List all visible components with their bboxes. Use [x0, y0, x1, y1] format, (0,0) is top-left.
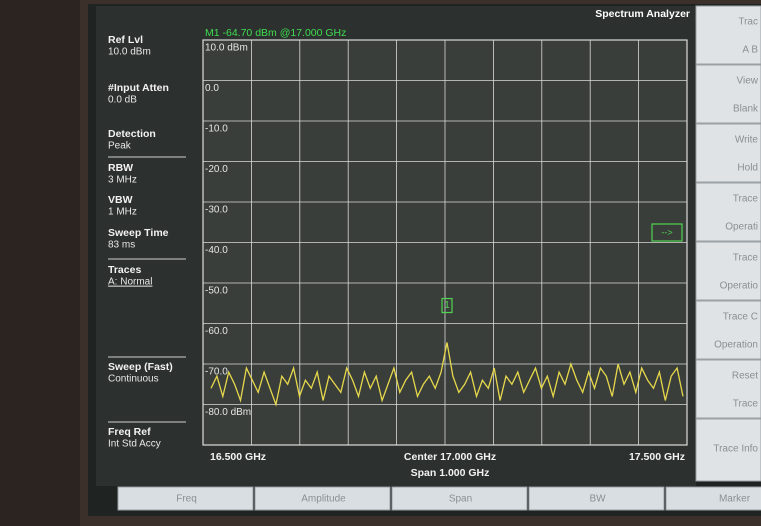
- setting-value: A: Normal: [108, 277, 152, 288]
- softkey[interactable]: [695, 182, 761, 242]
- setting-value: 83 ms: [108, 240, 135, 251]
- softkey-line: Reset: [732, 371, 758, 382]
- menu-tab[interactable]: [391, 486, 528, 511]
- x-center-label: Center 17.000 GHz: [404, 451, 496, 463]
- softkey-line: Blank: [733, 104, 759, 115]
- softkey-line: Operatio: [720, 281, 759, 292]
- menu-tab-label: Marker: [719, 494, 751, 505]
- marker-label: 1: [444, 300, 450, 311]
- trace-indicator: [651, 223, 683, 242]
- setting-label: Sweep (Fast): [108, 361, 173, 373]
- y-tick-label: -20.0: [205, 164, 228, 175]
- marker-box: [441, 297, 453, 314]
- setting-label: Detection: [108, 128, 156, 140]
- y-tick-label: -30.0: [205, 205, 228, 216]
- setting-label: Freq Ref: [108, 426, 151, 438]
- menu-tab[interactable]: [117, 486, 254, 511]
- softkey-line: A B: [742, 45, 758, 56]
- softkey-line: Trac: [738, 17, 758, 28]
- setting-label: Sweep Time: [108, 227, 169, 239]
- setting-value: Continuous: [108, 374, 159, 385]
- y-tick-label: -50.0: [205, 286, 228, 297]
- softkey[interactable]: [695, 64, 761, 124]
- y-tick-label: -60.0: [205, 326, 228, 337]
- setting-label: VBW: [108, 194, 133, 206]
- menu-tab-label: BW: [589, 494, 606, 505]
- menu-tab-label: Freq: [176, 494, 197, 505]
- softkey[interactable]: [695, 300, 761, 360]
- marker-readout: M1 -64.70 dBm @17.000 GHz: [205, 27, 346, 39]
- setting-value: 0.0 dB: [108, 95, 137, 106]
- softkey-line: View: [737, 76, 759, 87]
- softkey[interactable]: [695, 123, 761, 183]
- softkey-line: Operati: [725, 222, 758, 233]
- softkey-line: Operation: [714, 340, 758, 351]
- softkey-line: Trace: [733, 253, 759, 264]
- y-tick-label: 10.0 dBm: [205, 43, 248, 54]
- setting-label: #Input Atten: [108, 82, 169, 94]
- mode-title: Spectrum Analyzer: [595, 8, 690, 20]
- softkey[interactable]: [695, 359, 761, 419]
- setting-value: 1 MHz: [108, 207, 137, 218]
- x-start-label: 16.500 GHz: [210, 451, 266, 463]
- y-tick-label: 0.0: [205, 83, 219, 94]
- softkey[interactable]: [695, 5, 761, 65]
- menu-tab[interactable]: [665, 486, 761, 511]
- softkey-line: Hold: [737, 163, 758, 174]
- menu-tab-label: Amplitude: [301, 494, 346, 505]
- setting-label: Traces: [108, 264, 141, 276]
- y-tick-label: -10.0: [205, 124, 228, 135]
- softkey-line: Trace: [733, 399, 759, 410]
- softkey-line: Trace Info: [713, 444, 758, 455]
- softkey-line: Write: [735, 135, 759, 146]
- setting-label: Ref Lvl: [108, 34, 143, 46]
- trace-indicator-arrow: -->: [661, 227, 672, 237]
- y-tick-label: -70.0: [205, 367, 228, 378]
- y-tick-label: -40.0: [205, 245, 228, 256]
- menu-tab-label: Span: [449, 494, 472, 505]
- softkey-line: Trace: [733, 194, 759, 205]
- setting-value: Int Std Accy: [108, 439, 161, 450]
- span-label: Span 1.000 GHz: [411, 467, 490, 479]
- softkey[interactable]: [695, 418, 761, 482]
- y-tick-label: -80.0 dBm: [205, 407, 251, 418]
- menu-tab[interactable]: [254, 486, 391, 511]
- trace-line: [210, 342, 684, 407]
- softkey-line: Trace C: [723, 312, 758, 323]
- setting-label: RBW: [108, 162, 133, 174]
- x-stop-label: 17.500 GHz: [629, 451, 685, 463]
- bezel-edge: [0, 0, 80, 526]
- setting-value: 10.0 dBm: [108, 47, 151, 58]
- softkey[interactable]: [695, 241, 761, 301]
- menu-tab[interactable]: [528, 486, 665, 511]
- setting-value: 3 MHz: [108, 175, 137, 186]
- setting-value: Peak: [108, 141, 132, 152]
